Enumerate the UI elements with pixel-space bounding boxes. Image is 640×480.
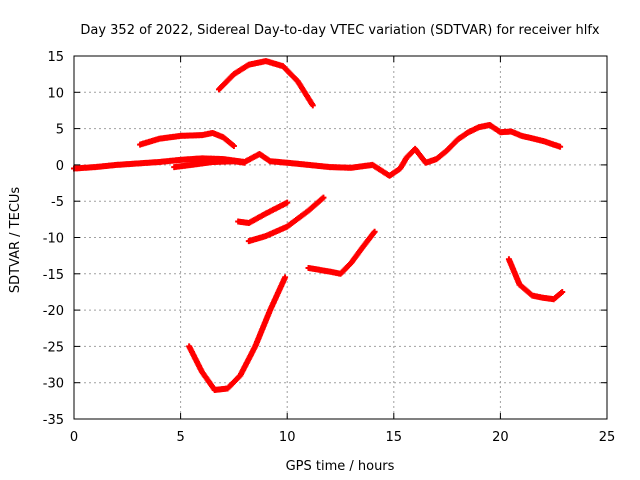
x-tick-label: 20 — [492, 430, 509, 445]
x-tick-label: 5 — [176, 430, 184, 445]
x-tick-label: 10 — [279, 430, 296, 445]
y-tick-label: -5 — [51, 195, 64, 210]
y-tick-label: 15 — [47, 50, 64, 65]
y-tick-label: -15 — [43, 268, 64, 283]
data-point — [284, 199, 291, 206]
data-point — [320, 194, 327, 201]
data-point — [309, 102, 316, 109]
chart-title: Day 352 of 2022, Sidereal Day-to-day VTE… — [80, 23, 600, 38]
y-axis-label: SDTVAR / TECUs — [8, 187, 23, 294]
x-tick-label: 0 — [70, 430, 78, 445]
data-point — [559, 288, 566, 295]
series-arc-minus-8 — [245, 194, 327, 245]
x-tick-label: 15 — [386, 430, 403, 445]
series-main-band — [71, 121, 564, 179]
data-point — [371, 228, 378, 235]
y-tick-label: 0 — [56, 159, 64, 174]
series-dip-arc — [186, 274, 289, 393]
y-tick-label: -20 — [43, 304, 64, 319]
data-point — [241, 159, 248, 166]
axis-ticks: 0 5 10 15 20 25 -35 -30 -25 -20 -15 -10 -5 0 5 10 15 — [43, 50, 616, 445]
series-arc-near-zero — [171, 158, 248, 171]
y-tick-label: -10 — [43, 232, 64, 247]
y-tick-label: 10 — [47, 86, 64, 101]
x-axis-label: GPS time / hours — [286, 459, 395, 474]
series-arc-minus-14 — [305, 228, 378, 277]
data-point — [282, 274, 289, 281]
y-tick-label: -30 — [43, 377, 64, 392]
data-series — [71, 58, 566, 393]
y-tick-label: -35 — [43, 413, 64, 428]
x-tick-label: 25 — [599, 430, 616, 445]
series-arc-minus-6 — [235, 199, 291, 226]
data-point — [230, 143, 237, 150]
series-upper-arc-4 — [137, 129, 237, 150]
series-top-arc-13 — [215, 58, 316, 109]
series-arc-minus-17 — [505, 256, 566, 303]
grid-lines — [74, 56, 607, 419]
y-tick-label: 5 — [56, 123, 64, 138]
data-point — [557, 143, 564, 150]
y-tick-label: -25 — [43, 340, 64, 355]
